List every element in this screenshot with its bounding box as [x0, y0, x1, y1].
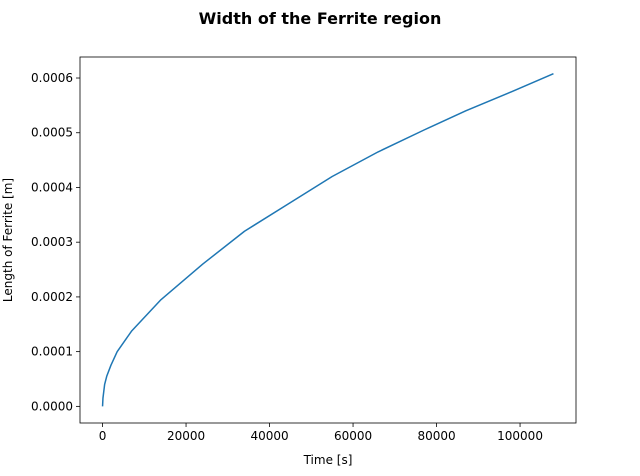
x-axis-label: Time [s]: [303, 453, 353, 467]
x-tick-label: 100000: [497, 429, 543, 443]
x-tick-label: 0: [99, 429, 107, 443]
x-tick-label: 20000: [167, 429, 205, 443]
y-axis-label: Length of Ferrite [m]: [1, 178, 15, 302]
y-tick-label: 0.0006: [31, 71, 73, 85]
data-line: [101, 72, 554, 407]
y-tick-label: 0.0000: [31, 399, 73, 413]
y-tick-label: 0.0003: [31, 235, 73, 249]
plot-frame: [79, 56, 577, 424]
y-tick-label: 0.0001: [31, 345, 73, 359]
y-tick-label: 0.0002: [31, 290, 73, 304]
x-tick-label: 40000: [250, 429, 288, 443]
y-tick-label: 0.0005: [31, 126, 73, 140]
y-tick-label: 0.0004: [31, 180, 73, 194]
chart-title: Width of the Ferrite region: [199, 9, 442, 28]
x-tick-label: 80000: [417, 429, 455, 443]
x-tick-label: 60000: [334, 429, 372, 443]
